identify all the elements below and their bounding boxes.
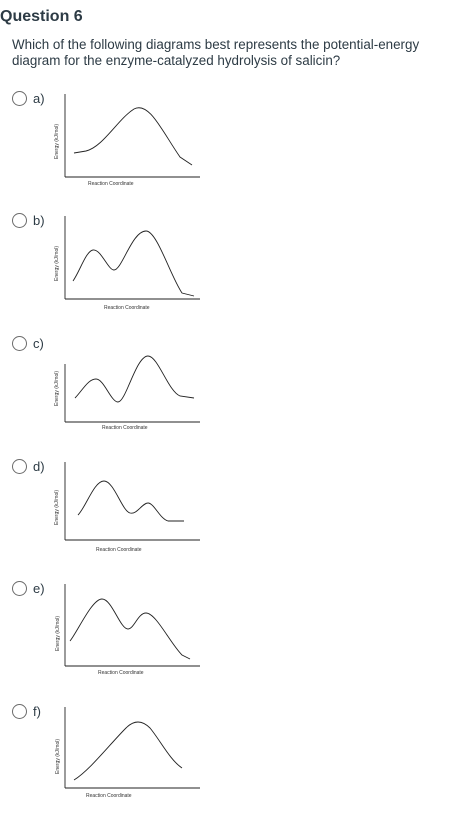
energy-diagram-c: [64, 355, 200, 423]
y-axis-label-f: Energy (kJ/mol): [55, 738, 61, 774]
y-axis-label-d: Energy (kJ/mol): [54, 489, 60, 525]
radio-button-a[interactable]: [12, 91, 27, 106]
y-axis-label-b: Energy (kJ/mol): [54, 245, 60, 281]
energy-curve-a: [73, 107, 193, 166]
x-axis-label-d: Reaction Coordinate: [96, 547, 142, 553]
energy-diagram-f: [64, 707, 200, 789]
option-d-label: d): [33, 459, 45, 474]
option-e[interactable]: e) Energy (kJ/mol) Reaction Coordinate: [0, 581, 474, 701]
energy-diagram-b: [64, 216, 200, 300]
option-d[interactable]: d) Energy (kJ/mol) Reaction Coordinate: [0, 459, 474, 579]
option-e-label: e): [33, 581, 45, 596]
question-text: Which of the following diagrams best rep…: [12, 37, 420, 68]
radio-button-f[interactable]: [12, 704, 27, 719]
option-a-label: a): [33, 91, 45, 106]
option-a[interactable]: a) Energy (kJ/mol) Reaction Coordinate: [0, 91, 474, 211]
y-axis-label-e: Energy (kJ/mol): [55, 615, 61, 651]
question-title: Question 6: [0, 8, 83, 25]
option-f-label: f): [33, 704, 41, 719]
y-axis-label-c: Energy (kJ/mol): [54, 370, 60, 406]
energy-curve-f: [73, 721, 183, 781]
option-f[interactable]: f) Energy (kJ/mol) Reaction Coordinate: [0, 704, 474, 824]
option-c-label: c): [33, 336, 44, 351]
y-axis-label-a: Energy (kJ/mol): [54, 123, 60, 159]
energy-diagram-a: [64, 94, 200, 178]
energy-diagram-d: [64, 462, 200, 541]
radio-button-d[interactable]: [12, 459, 27, 474]
x-axis-label-e: Reaction Coordinate: [98, 670, 144, 676]
x-axis-label-c: Reaction Coordinate: [102, 425, 148, 431]
option-b-label: b): [33, 213, 45, 228]
radio-button-c[interactable]: [12, 336, 27, 351]
x-axis-label-b: Reaction Coordinate: [104, 305, 150, 311]
energy-diagram-e: [64, 584, 200, 667]
radio-button-b[interactable]: [12, 213, 27, 228]
option-b[interactable]: b) Energy (kJ/mol) Reaction Coordinate: [0, 213, 474, 333]
energy-curve-d: [77, 480, 184, 522]
energy-curve-e: [69, 598, 191, 660]
x-axis-label-a: Reaction Coordinate: [88, 181, 134, 187]
radio-button-e[interactable]: [12, 581, 27, 596]
option-c[interactable]: c) Energy (kJ/mol) Reaction Coordinate: [0, 336, 474, 456]
energy-curve-c: [74, 355, 195, 403]
energy-curve-b: [72, 230, 195, 297]
x-axis-label-f: Reaction Coordinate: [86, 793, 132, 799]
